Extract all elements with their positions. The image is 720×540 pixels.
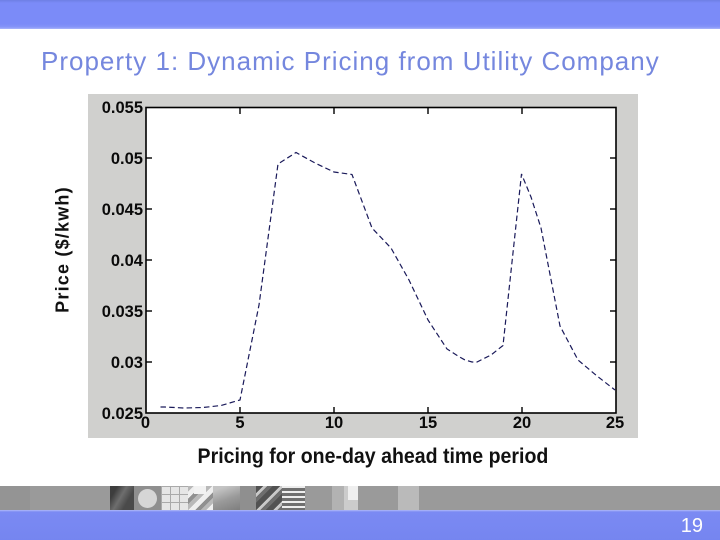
svg-text:0.045: 0.045 xyxy=(102,201,143,219)
svg-text:0.03: 0.03 xyxy=(111,354,143,372)
svg-text:0.055: 0.055 xyxy=(102,99,143,117)
svg-text:0.035: 0.035 xyxy=(102,303,143,321)
svg-text:0.04: 0.04 xyxy=(111,252,144,270)
svg-text:0: 0 xyxy=(141,414,150,432)
svg-text:5: 5 xyxy=(235,414,244,432)
svg-text:0.05: 0.05 xyxy=(111,150,143,168)
svg-text:25: 25 xyxy=(606,414,624,432)
svg-text:20: 20 xyxy=(513,414,531,432)
svg-text:10: 10 xyxy=(325,414,343,432)
svg-text:15: 15 xyxy=(419,414,437,432)
svg-text:0.025: 0.025 xyxy=(102,405,143,423)
